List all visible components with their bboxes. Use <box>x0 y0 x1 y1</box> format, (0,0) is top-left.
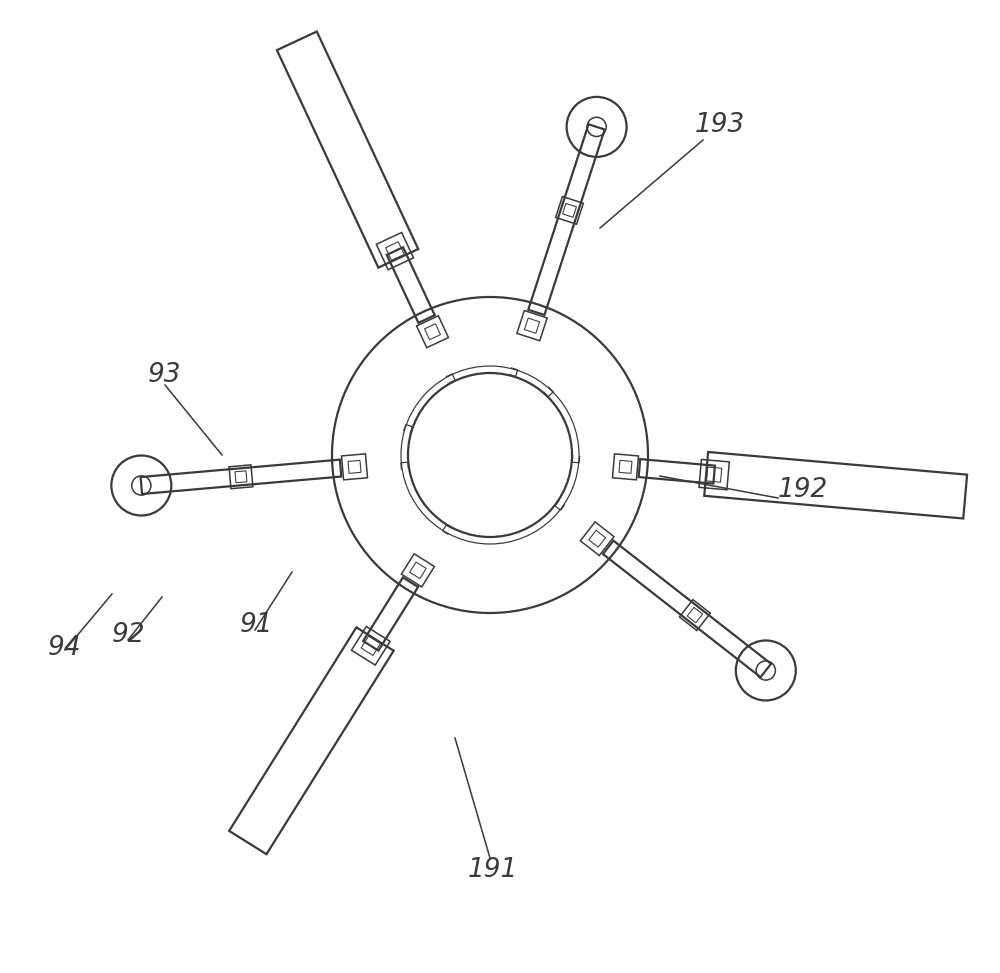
Text: 92: 92 <box>112 622 146 648</box>
Text: 93: 93 <box>148 362 182 388</box>
Text: 193: 193 <box>695 112 745 138</box>
Text: 94: 94 <box>48 635 82 661</box>
Text: 91: 91 <box>240 612 274 638</box>
Text: 192: 192 <box>778 477 828 503</box>
Text: 191: 191 <box>468 857 518 883</box>
